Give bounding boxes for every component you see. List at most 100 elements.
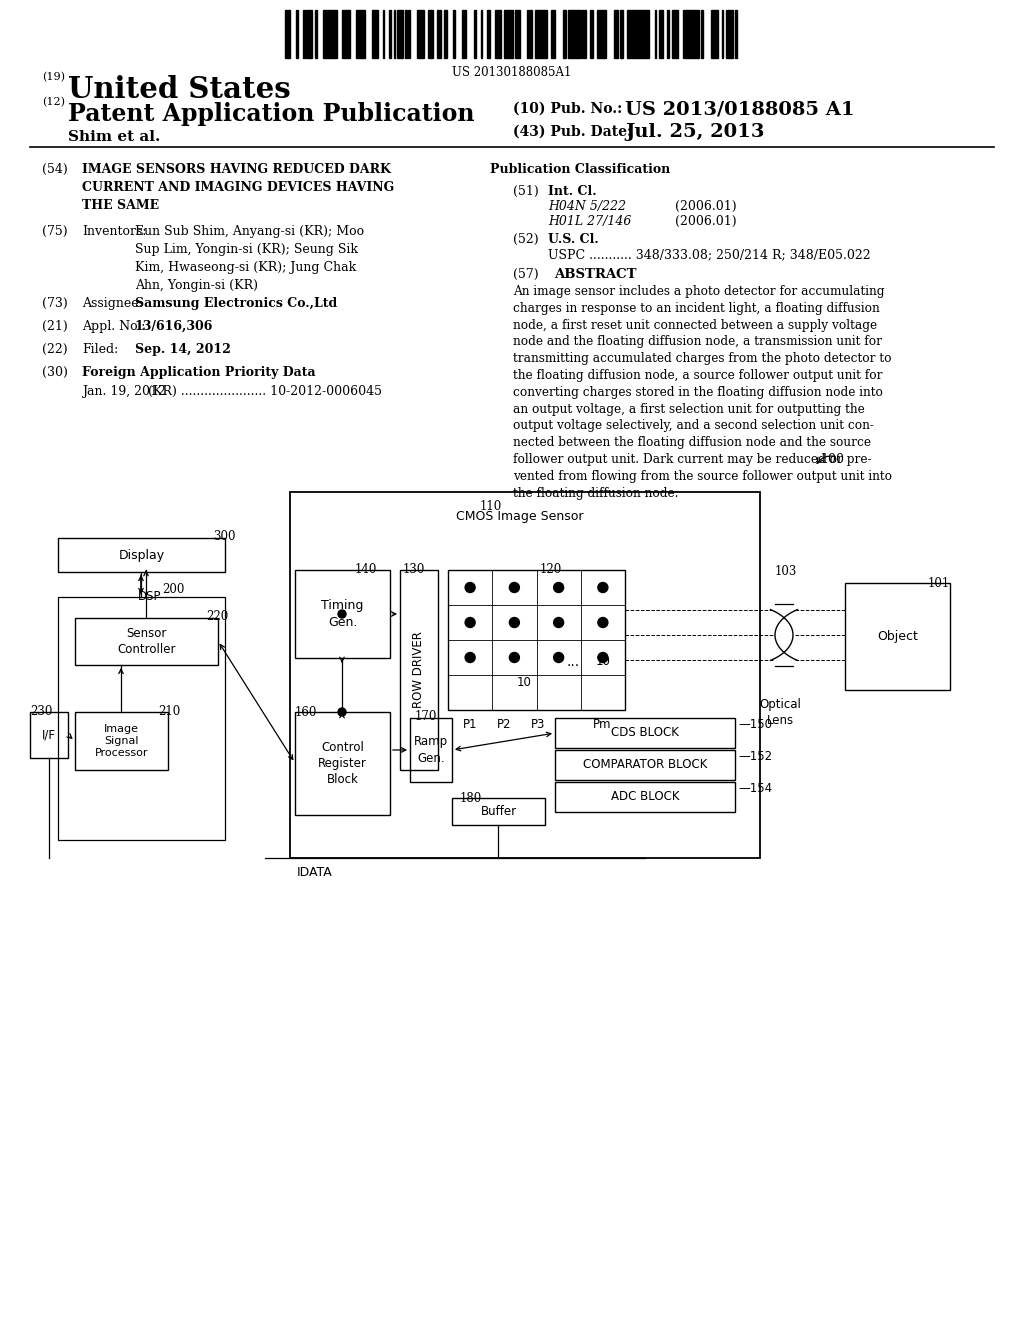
Bar — [452, 799, 545, 825]
Bar — [314, 11, 316, 58]
Bar — [348, 11, 350, 58]
Bar — [480, 11, 482, 58]
Bar — [285, 11, 288, 58]
Text: 300: 300 — [213, 531, 236, 543]
Bar — [676, 11, 678, 58]
Text: P3: P3 — [530, 718, 545, 731]
Text: An image sensor includes a photo detector for accumulating
charges in response t: An image sensor includes a photo detecto… — [513, 285, 892, 499]
Bar — [295, 711, 390, 814]
Bar — [691, 11, 695, 58]
Bar — [529, 11, 532, 58]
Bar — [729, 11, 733, 58]
Text: Publication Classification: Publication Classification — [489, 162, 670, 176]
Text: Foreign Application Priority Data: Foreign Application Priority Data — [82, 366, 315, 379]
Bar — [615, 11, 616, 58]
Bar — [630, 11, 633, 58]
Text: (10) Pub. No.:: (10) Pub. No.: — [513, 102, 623, 116]
Text: Assignee:: Assignee: — [82, 297, 142, 310]
Text: US 2013/0188085 A1: US 2013/0188085 A1 — [625, 100, 855, 117]
Text: Pm: Pm — [593, 718, 611, 731]
Bar — [58, 539, 225, 572]
Text: (30): (30) — [42, 366, 68, 379]
Text: (52): (52) — [513, 234, 539, 246]
Bar — [388, 11, 390, 58]
Bar — [672, 11, 674, 58]
Bar — [400, 570, 438, 770]
Bar — [328, 11, 332, 58]
Bar — [362, 11, 365, 58]
Text: United States: United States — [68, 75, 291, 104]
Text: Display: Display — [119, 549, 165, 561]
Bar — [573, 11, 578, 58]
Bar — [555, 781, 735, 812]
Bar — [499, 11, 501, 58]
Bar — [449, 570, 625, 710]
Text: Sensor
Controller: Sensor Controller — [118, 627, 176, 656]
Text: H01L 27/146: H01L 27/146 — [548, 215, 632, 228]
Text: P2: P2 — [497, 718, 511, 731]
Text: USPC ........... 348/333.08; 250/214 R; 348/E05.022: USPC ........... 348/333.08; 250/214 R; … — [548, 248, 870, 261]
Text: 230: 230 — [30, 705, 52, 718]
Text: US 20130188085A1: US 20130188085A1 — [453, 66, 571, 79]
Circle shape — [598, 652, 608, 663]
Text: 130: 130 — [403, 564, 425, 576]
Bar — [845, 583, 950, 690]
Bar — [515, 11, 518, 58]
Bar — [734, 11, 736, 58]
Circle shape — [338, 708, 346, 715]
Bar — [357, 11, 361, 58]
Bar — [571, 11, 573, 58]
Text: —154: —154 — [738, 781, 772, 795]
Bar — [555, 750, 735, 780]
Bar — [462, 11, 466, 58]
Bar — [627, 11, 629, 58]
Bar — [713, 11, 717, 58]
Bar — [578, 11, 581, 58]
Text: Control
Register
Block: Control Register Block — [318, 741, 367, 785]
Bar — [373, 11, 375, 58]
Text: Optical
Lens: Optical Lens — [759, 698, 801, 727]
Bar — [345, 11, 348, 58]
Text: (12): (12) — [42, 96, 65, 107]
Text: Timing
Gen.: Timing Gen. — [322, 599, 364, 628]
Text: Inventors:: Inventors: — [82, 224, 146, 238]
Bar — [551, 11, 553, 58]
Bar — [711, 11, 713, 58]
Text: Jul. 25, 2013: Jul. 25, 2013 — [625, 123, 765, 141]
Bar — [518, 11, 519, 58]
Bar — [603, 11, 605, 58]
Bar — [58, 597, 225, 840]
Bar — [342, 11, 345, 58]
Text: (75): (75) — [42, 224, 68, 238]
Bar — [323, 11, 326, 58]
Bar — [495, 11, 499, 58]
Bar — [555, 718, 735, 748]
Bar — [538, 11, 540, 58]
Text: 200: 200 — [162, 583, 184, 597]
Bar — [396, 11, 400, 58]
Circle shape — [509, 652, 519, 663]
Text: U.S. Cl.: U.S. Cl. — [548, 234, 599, 246]
Text: Ramp
Gen.: Ramp Gen. — [414, 735, 449, 764]
Text: Image
Signal
Processor: Image Signal Processor — [95, 723, 148, 759]
Bar — [511, 11, 513, 58]
Text: 103: 103 — [775, 565, 798, 578]
Text: P1: P1 — [463, 718, 477, 731]
Text: IDATA: IDATA — [297, 866, 333, 879]
Bar — [310, 11, 311, 58]
Text: Filed:: Filed: — [82, 343, 118, 356]
Text: I/F: I/F — [42, 729, 56, 742]
Bar — [306, 11, 310, 58]
Bar — [695, 11, 699, 58]
Circle shape — [509, 618, 519, 627]
Bar — [687, 11, 691, 58]
Bar — [598, 11, 602, 58]
Text: (2006.01): (2006.01) — [675, 201, 736, 213]
Text: Eun Sub Shim, Anyang-si (KR); Moo
Sup Lim, Yongin-si (KR); Seung Sik
Kim, Hwaseo: Eun Sub Shim, Anyang-si (KR); Moo Sup Li… — [135, 224, 365, 292]
Text: (54): (54) — [42, 162, 68, 176]
Bar — [543, 11, 546, 58]
Text: 110: 110 — [480, 500, 502, 513]
Bar — [722, 11, 723, 58]
Text: ADC BLOCK: ADC BLOCK — [610, 791, 679, 804]
Text: Jan. 19, 2012: Jan. 19, 2012 — [82, 385, 166, 399]
